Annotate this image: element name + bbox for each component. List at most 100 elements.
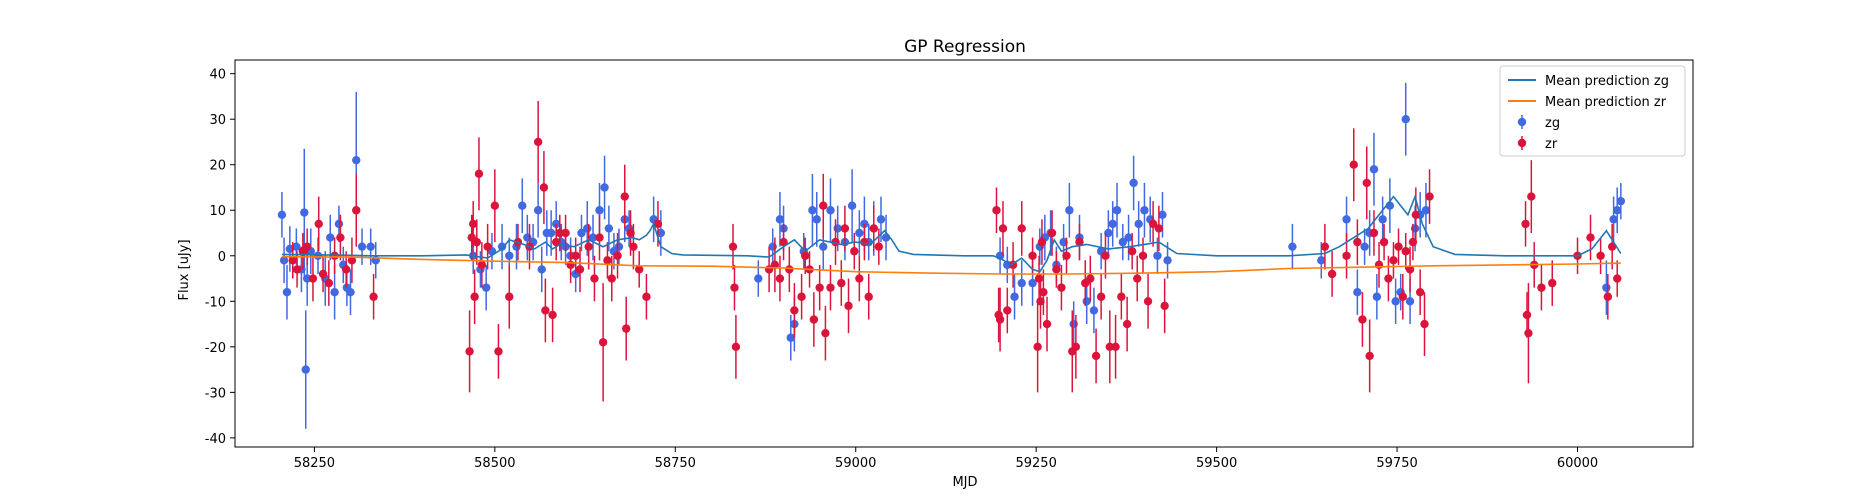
point-zr-61 bbox=[801, 251, 810, 260]
point-zr-94 bbox=[1057, 283, 1066, 292]
point-zr-107 bbox=[1122, 319, 1132, 329]
point-zg-19 bbox=[357, 242, 367, 251]
point-zg-55 bbox=[775, 215, 785, 224]
point-zr-86 bbox=[1033, 342, 1042, 352]
point-zr-95 bbox=[1062, 251, 1071, 260]
point-zr-106 bbox=[1117, 292, 1126, 301]
point-zg-93 bbox=[1124, 233, 1133, 242]
point-zr-85 bbox=[1028, 251, 1037, 260]
point-zr-7 bbox=[324, 278, 334, 288]
point-zg-111 bbox=[1391, 297, 1400, 306]
point-zr-12 bbox=[352, 206, 361, 215]
point-zr-93 bbox=[1052, 265, 1061, 274]
point-zr-59 bbox=[790, 306, 799, 315]
point-zg-94 bbox=[1129, 178, 1138, 188]
point-zg-61 bbox=[812, 215, 821, 224]
point-zr-130 bbox=[1401, 247, 1410, 256]
point-zg-113 bbox=[1401, 114, 1410, 124]
point-zg-109 bbox=[1378, 215, 1387, 224]
point-zr-78 bbox=[992, 206, 1001, 215]
point-zg-6 bbox=[300, 208, 309, 217]
point-zg-114 bbox=[1405, 297, 1415, 306]
point-zr-49 bbox=[642, 292, 651, 301]
point-zr-56 bbox=[775, 274, 785, 283]
point-zr-97 bbox=[1071, 342, 1081, 352]
point-zr-91 bbox=[1042, 319, 1052, 329]
point-zg-45 bbox=[600, 183, 609, 192]
point-zr-17 bbox=[470, 292, 479, 301]
point-zr-48 bbox=[634, 265, 644, 274]
point-zg-4 bbox=[292, 242, 301, 251]
point-zg-27 bbox=[505, 251, 514, 260]
point-zr-82 bbox=[1003, 306, 1012, 315]
point-zr-22 bbox=[490, 201, 500, 210]
point-zr-125 bbox=[1379, 237, 1389, 247]
point-zg-75 bbox=[1010, 292, 1019, 301]
point-zr-142 bbox=[1537, 283, 1546, 292]
point-zr-89 bbox=[1037, 237, 1047, 247]
point-zg-60 bbox=[808, 206, 817, 215]
point-zr-114 bbox=[1160, 301, 1169, 311]
point-zg-76 bbox=[1017, 278, 1026, 288]
point-zg-91 bbox=[1112, 206, 1122, 215]
y-tick-label-7: 30 bbox=[209, 113, 226, 128]
point-zg-57 bbox=[786, 333, 795, 342]
point-zr-149 bbox=[1613, 274, 1622, 283]
point-zr-123 bbox=[1369, 228, 1379, 238]
point-zg-33 bbox=[537, 265, 546, 274]
point-zg-72 bbox=[881, 233, 891, 242]
x-tick-label-6: 59750 bbox=[1376, 456, 1417, 471]
y-tick-label-1: -30 bbox=[205, 386, 226, 401]
point-zr-38 bbox=[590, 274, 599, 283]
point-zr-4 bbox=[308, 274, 318, 283]
point-zr-147 bbox=[1603, 292, 1613, 301]
legend: Mean prediction zg Mean prediction zr zg zr bbox=[1499, 65, 1686, 157]
point-zr-129 bbox=[1398, 292, 1408, 301]
point-zr-84 bbox=[1017, 224, 1026, 233]
point-zr-46 bbox=[626, 228, 635, 238]
point-zr-143 bbox=[1548, 278, 1557, 288]
point-zr-71 bbox=[844, 301, 853, 311]
point-zg-104 bbox=[1353, 288, 1362, 297]
y-axis-label: Flux [uJy] bbox=[177, 239, 192, 300]
point-zr-11 bbox=[347, 256, 357, 265]
point-zg-26 bbox=[497, 242, 507, 251]
point-zr-19 bbox=[474, 169, 484, 179]
point-zr-3 bbox=[302, 242, 312, 251]
point-zg-52 bbox=[656, 228, 666, 238]
point-zr-90 bbox=[1039, 288, 1048, 297]
point-zr-104 bbox=[1105, 342, 1115, 352]
point-zr-10 bbox=[341, 265, 351, 274]
point-zr-42 bbox=[607, 274, 616, 283]
y-tick-label-8: 40 bbox=[209, 68, 226, 83]
point-zg-0 bbox=[277, 210, 287, 219]
point-zr-28 bbox=[539, 183, 549, 192]
point-zr-1 bbox=[292, 265, 302, 274]
point-zr-131 bbox=[1405, 265, 1415, 274]
point-zr-74 bbox=[860, 237, 869, 247]
point-zr-103 bbox=[1101, 251, 1110, 260]
point-zr-47 bbox=[629, 242, 638, 251]
point-zg-63 bbox=[826, 206, 835, 215]
point-zg-87 bbox=[1089, 306, 1099, 315]
point-zr-14 bbox=[465, 347, 474, 356]
point-zr-51 bbox=[728, 242, 738, 251]
point-zr-72 bbox=[850, 247, 859, 256]
point-zr-128 bbox=[1394, 242, 1403, 251]
point-zr-100 bbox=[1086, 274, 1095, 283]
x-tick-label-1: 58500 bbox=[474, 456, 515, 471]
point-zr-20 bbox=[477, 260, 487, 270]
point-zg-12 bbox=[326, 233, 335, 242]
point-zr-80 bbox=[995, 315, 1005, 324]
plot-area bbox=[277, 82, 1626, 429]
point-zg-64 bbox=[833, 224, 842, 233]
point-zg-66 bbox=[847, 201, 857, 210]
point-zg-90 bbox=[1108, 219, 1117, 229]
chart-title: GP Regression bbox=[904, 37, 1026, 57]
point-zr-145 bbox=[1586, 233, 1595, 242]
point-zr-117 bbox=[1342, 251, 1351, 260]
point-zg-103 bbox=[1342, 215, 1351, 224]
point-zg-100 bbox=[1163, 256, 1172, 265]
point-zg-8 bbox=[302, 274, 312, 283]
point-zg-74 bbox=[1003, 260, 1012, 270]
